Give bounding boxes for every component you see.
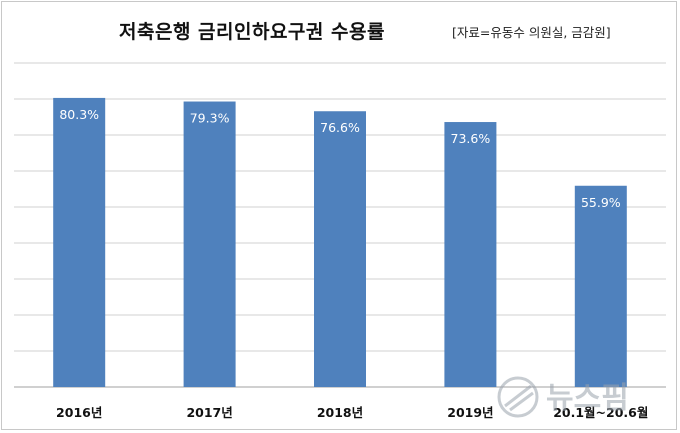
- bars: [53, 97, 627, 388]
- x-tick-label: 2018년: [317, 405, 363, 420]
- bar: [574, 185, 627, 387]
- newspim-watermark: 뉴스핌: [497, 376, 629, 418]
- data-label: 76.6%: [320, 120, 360, 135]
- source-note: [자료=유동수 의원실, 금감원]: [452, 25, 611, 40]
- data-label: 73.6%: [451, 131, 491, 146]
- watermark-text: 뉴스핌: [546, 381, 629, 416]
- data-labels: 80.3% 79.3% 76.6% 73.6% 55.9%: [59, 107, 620, 210]
- watermark-logo-icon: [497, 376, 539, 418]
- x-tick-label: 2017년: [186, 405, 232, 420]
- data-label: 79.3%: [190, 111, 230, 126]
- bar: [183, 101, 236, 388]
- chart-title: 저축은행 금리인하요구권 수용률: [119, 21, 385, 43]
- data-label: 55.9%: [581, 195, 621, 210]
- x-tick-label: 20.1월~20.6월: [553, 405, 648, 420]
- bar: [444, 122, 497, 387]
- x-axis-tick-labels: 2016년 2017년 2018년 2019년 20.1월~20.6월: [56, 405, 648, 420]
- bar: [314, 111, 366, 388]
- x-tick-label: 2019년: [447, 405, 493, 420]
- x-tick-label: 2016년: [56, 405, 102, 420]
- data-label: 80.3%: [59, 107, 99, 122]
- bar: [53, 97, 106, 388]
